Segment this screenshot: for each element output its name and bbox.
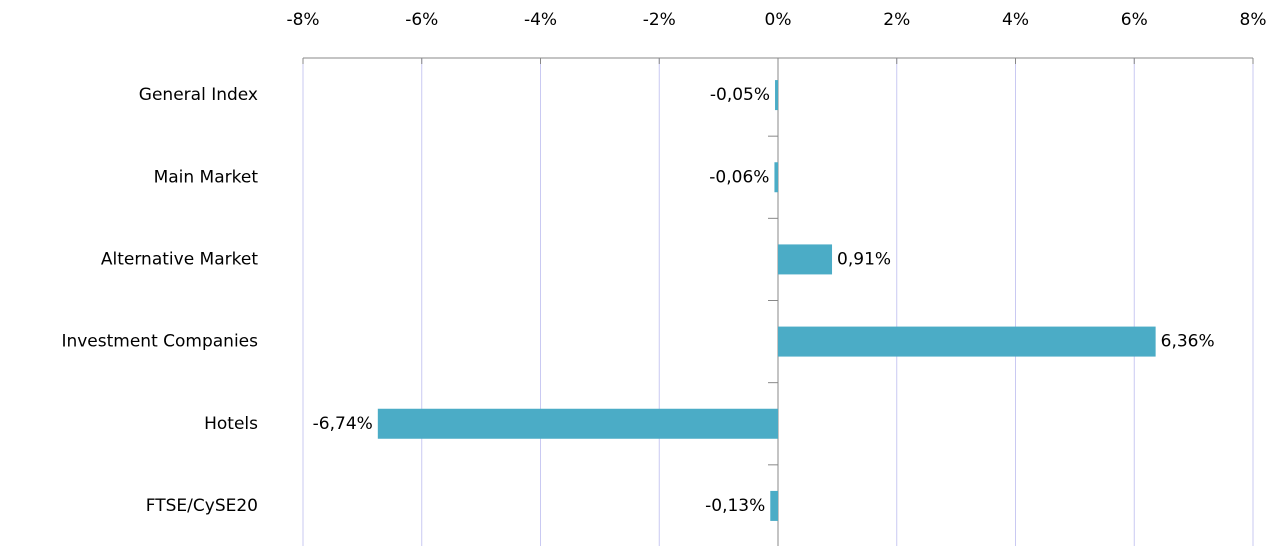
- y-tick-label: Hotels: [204, 414, 258, 434]
- bar: [774, 162, 778, 193]
- value-label: -0,13%: [705, 496, 765, 516]
- value-label: -6,74%: [313, 414, 373, 434]
- value-label: 6,36%: [1161, 332, 1215, 352]
- x-tick-label: 0%: [765, 10, 792, 30]
- x-tick-label: -8%: [286, 10, 319, 30]
- y-tick-label: Investment Companies: [61, 332, 258, 352]
- value-label: -0,05%: [710, 85, 770, 105]
- x-tick-label: 2%: [883, 10, 910, 30]
- value-label: 0,91%: [837, 249, 891, 269]
- x-tick-label: -4%: [524, 10, 557, 30]
- x-tick-label: 8%: [1240, 10, 1267, 30]
- x-tick-label: 6%: [1121, 10, 1148, 30]
- x-tick-label: -6%: [405, 10, 438, 30]
- bar: [775, 80, 778, 111]
- x-tick-label: 4%: [1002, 10, 1029, 30]
- y-tick-label: Alternative Market: [101, 249, 258, 269]
- bar: [778, 326, 1156, 357]
- value-label: -0,06%: [709, 167, 769, 187]
- x-tick-label: -2%: [643, 10, 676, 30]
- bar: [778, 244, 833, 275]
- y-tick-label: Main Market: [154, 167, 259, 187]
- bar: [770, 490, 778, 521]
- y-tick-label: General Index: [139, 85, 258, 105]
- y-tick-label: FTSE/CySE20: [146, 496, 258, 516]
- bar: [377, 408, 778, 439]
